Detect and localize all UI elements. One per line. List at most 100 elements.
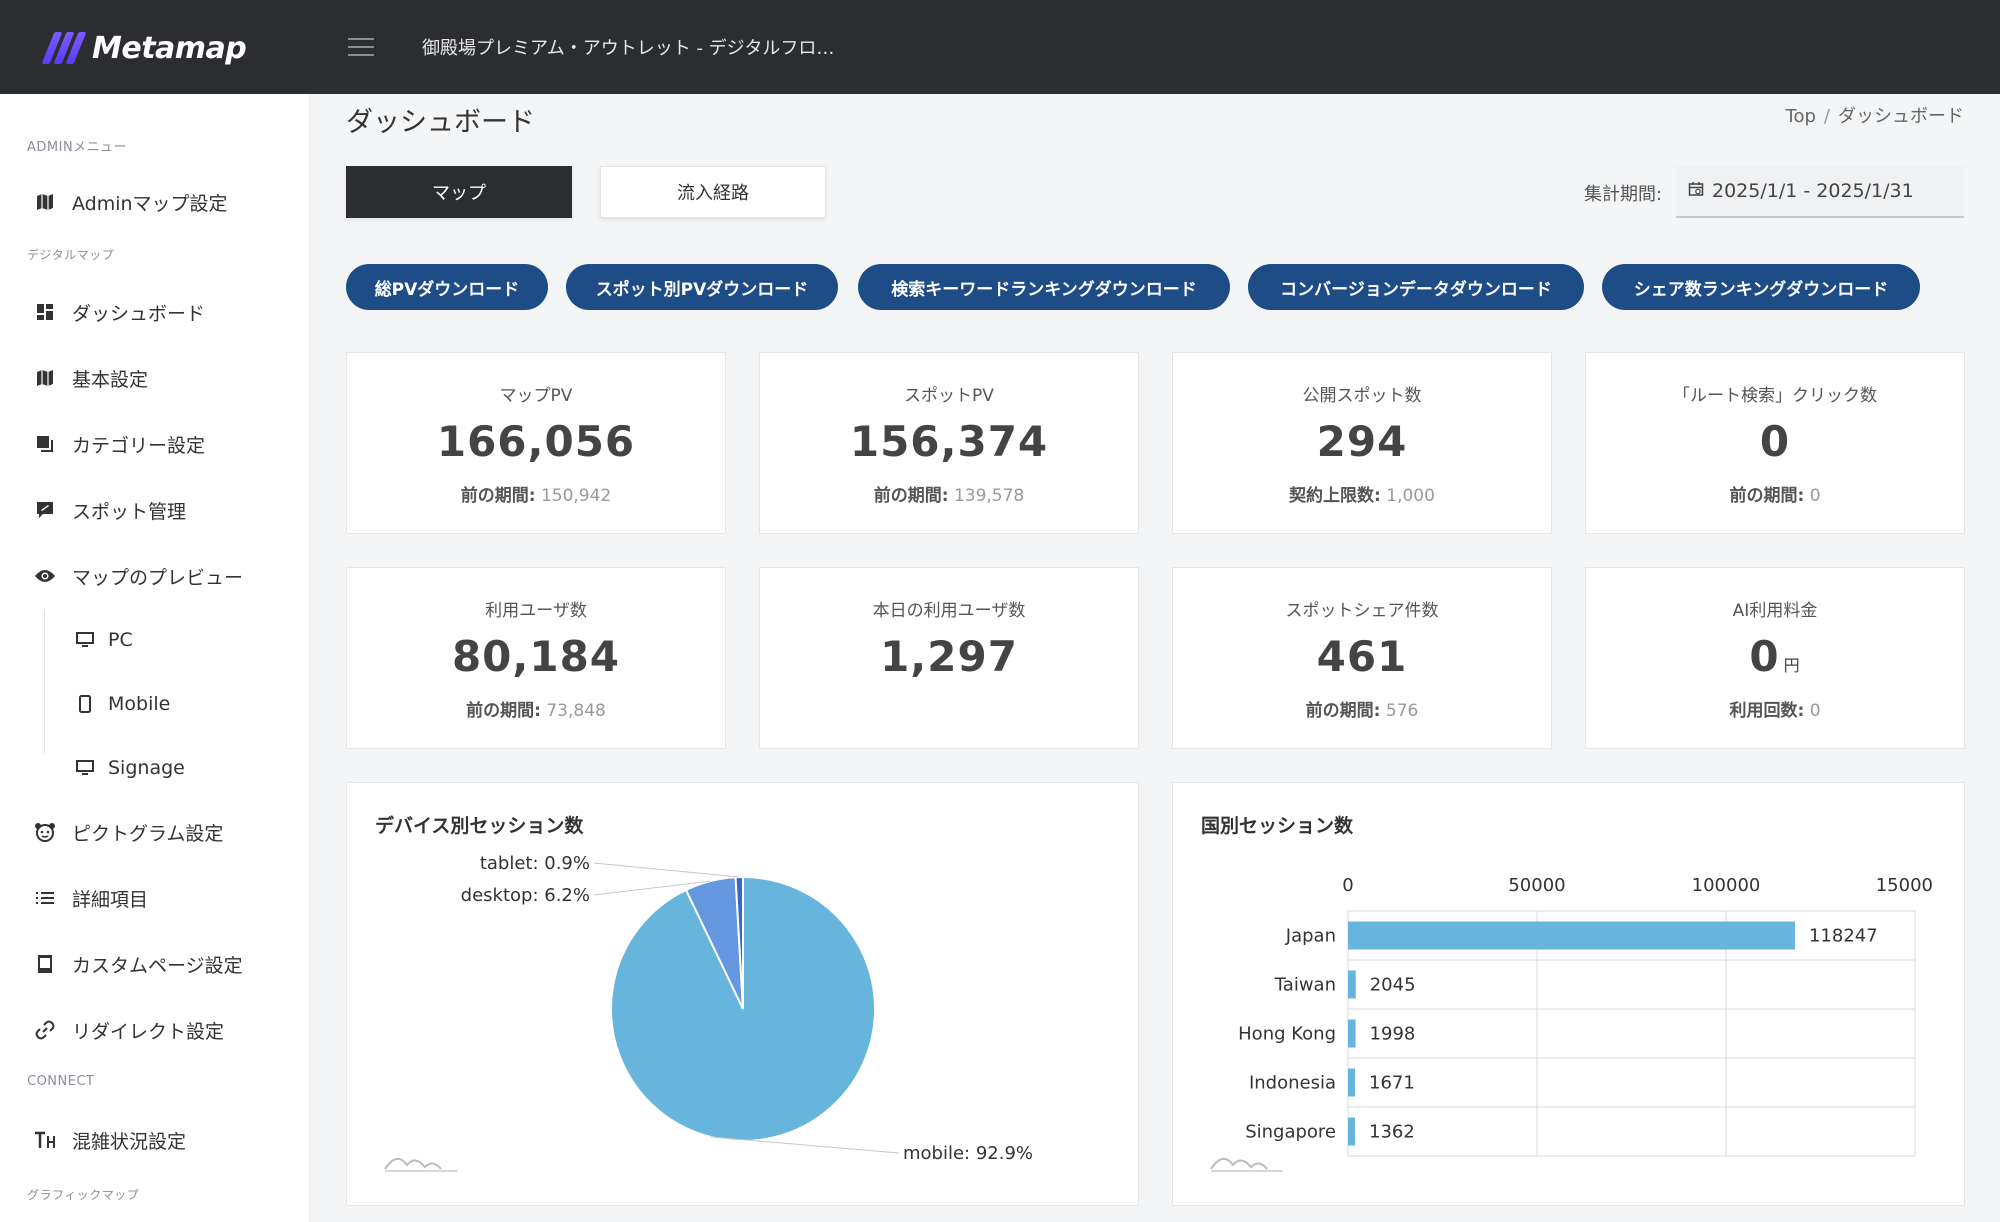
- public-spots-card: 公開スポット数 294 契約上限数: 1,000: [1172, 352, 1552, 534]
- list-icon: [30, 886, 60, 910]
- sidebar-item-basic[interactable]: 基本設定: [30, 358, 148, 398]
- tab-inflow[interactable]: 流入経路: [600, 166, 826, 218]
- sidebar-item-dashboard[interactable]: ダッシュボード: [30, 292, 205, 332]
- card-label: スポットPV: [904, 386, 994, 406]
- category-label: Singapore: [1245, 1122, 1336, 1143]
- tab-map[interactable]: マップ: [346, 166, 572, 218]
- sidebar-item-label: 混雑状況設定: [72, 1130, 187, 1153]
- pie-label-mobile: mobile: 92.9%: [903, 1143, 1033, 1164]
- logo[interactable]: Metamap: [41, 28, 247, 68]
- card-label: 本日の利用ユーザ数: [872, 601, 1026, 621]
- menu-toggle-icon[interactable]: [348, 38, 374, 58]
- top-bar: Metamap 御殿場プレミアム・アウトレット - デジタルフロ…: [0, 0, 2000, 94]
- dashboard-icon: [30, 300, 60, 324]
- period-label: 集計期間:: [1584, 184, 1663, 205]
- keyword-ranking-download-button[interactable]: 検索キーワードランキングダウンロード: [858, 264, 1230, 310]
- category-label: Japan: [1285, 926, 1336, 947]
- pie-label-desktop: desktop: 6.2%: [461, 885, 590, 906]
- sidebar-section-graphic: グラフィックマップ: [27, 1188, 140, 1202]
- breadcrumb-current: ダッシュボード: [1838, 106, 1964, 127]
- bar-value-label: 1362: [1369, 1122, 1415, 1143]
- bar-singapore[interactable]: [1348, 1117, 1355, 1146]
- sidebar-item-category[interactable]: カテゴリー設定: [30, 424, 205, 464]
- conversion-download-button[interactable]: コンバージョンデータダウンロード: [1248, 264, 1584, 310]
- card-sub: 前の期間: 0: [1729, 486, 1821, 506]
- eye-icon: [30, 564, 60, 588]
- logo-text: Metamap: [92, 30, 247, 66]
- sidebar-item-congestion[interactable]: 混雑状況設定: [30, 1120, 186, 1160]
- country-sessions-panel: 国別セッション数 0 50000 100000 15000 Japan 118247 Tai…: [1172, 782, 1965, 1206]
- sidebar-item-redirect[interactable]: リダイレクト設定: [30, 1010, 224, 1050]
- sidebar-item-pc[interactable]: PC: [74, 620, 133, 660]
- breadcrumb-top-link[interactable]: Top: [1785, 106, 1816, 127]
- card-label: 「ルート検索」クリック数: [1673, 386, 1877, 406]
- sidebar: ADMINメニュー Adminマップ設定 デジタルマップ ダッシュボード 基本設…: [0, 94, 310, 1222]
- calendar-icon: [1688, 181, 1704, 201]
- sidebar-item-signage[interactable]: Signage: [74, 748, 185, 788]
- card-value: 156,374: [849, 417, 1049, 466]
- bar-japan[interactable]: [1348, 921, 1795, 950]
- card-value: 80,184: [451, 632, 621, 681]
- card-sub: 前の期間: 73,848: [466, 701, 606, 721]
- submenu-line: [44, 609, 45, 754]
- sidebar-item-custompage[interactable]: カスタムページ設定: [30, 944, 243, 984]
- card-sub: 前の期間: 139,578: [873, 486, 1025, 506]
- card-label: 公開スポット数: [1302, 386, 1422, 406]
- card-value: 1,297: [880, 632, 1018, 681]
- sidebar-section-admin: ADMINメニュー: [27, 140, 128, 155]
- panel-title: デバイス別セッション数: [375, 815, 584, 837]
- mobile-icon: [74, 692, 96, 716]
- total-pv-download-button[interactable]: 総PVダウンロード: [346, 264, 548, 310]
- sidebar-item-label: ダッシュボード: [72, 302, 206, 325]
- bar-hong-kong[interactable]: [1348, 1019, 1356, 1048]
- map-icon: [30, 366, 60, 390]
- x-tick-label: 0: [1342, 875, 1353, 896]
- sidebar-item-mobile[interactable]: Mobile: [74, 684, 170, 724]
- breadcrumb: Top / ダッシュボード: [1786, 102, 1964, 128]
- pie-slice-tablet[interactable]: [734, 875, 744, 1010]
- x-tick-label: 50000: [1508, 875, 1565, 896]
- spot-pv-download-button[interactable]: スポット別PVダウンロード: [566, 264, 838, 310]
- sidebar-item-spot[interactable]: スポット管理: [30, 490, 186, 530]
- pictogram-icon: [30, 820, 60, 844]
- sidebar-item-preview[interactable]: マップのプレビュー: [30, 556, 243, 596]
- spot-shares-card: スポットシェア件数 461 前の期間: 576: [1172, 567, 1552, 749]
- card-value: 166,056: [436, 417, 636, 466]
- route-search-clicks-card: 「ルート検索」クリック数 0 前の期間: 0: [1585, 352, 1965, 534]
- pie-leader-line: [710, 1136, 900, 1154]
- today-users-card: 本日の利用ユーザ数 1,297: [759, 567, 1139, 749]
- sidebar-item-label: 詳細項目: [72, 888, 149, 911]
- sidebar-item-label: スポット管理: [72, 500, 187, 523]
- share-ranking-download-button[interactable]: シェア数ランキングダウンロード: [1602, 264, 1920, 310]
- x-tick-label: 15000: [1876, 875, 1933, 896]
- spot-edit-icon: [30, 498, 60, 522]
- sidebar-item-details[interactable]: 詳細項目: [30, 878, 148, 918]
- pie-leader-line: [593, 862, 740, 878]
- panel-title: 国別セッション数: [1201, 815, 1354, 837]
- pie-leader-line: [593, 880, 711, 896]
- card-sub: 契約上限数: 1,000: [1289, 486, 1435, 506]
- bar-indonesia[interactable]: [1348, 1068, 1355, 1097]
- sidebar-item-admin-map[interactable]: Adminマップ設定: [30, 182, 228, 222]
- card-sub: 利用回数: 0: [1729, 701, 1821, 721]
- period-value: 2025/1/1 - 2025/1/31: [1712, 180, 1914, 202]
- map-icon: [30, 190, 60, 214]
- bar-value-label: 1671: [1369, 1073, 1415, 1094]
- yen-unit: 円: [1783, 656, 1801, 675]
- card-label: 利用ユーザ数: [485, 601, 587, 621]
- sidebar-item-pictogram[interactable]: ピクトグラム設定: [30, 812, 223, 852]
- category-label: Taiwan: [1274, 975, 1336, 996]
- card-value: 0: [1759, 417, 1791, 466]
- bar-value-label: 1998: [1370, 1024, 1416, 1045]
- page-icon: [30, 952, 60, 976]
- chart-logo-icon: [1210, 1158, 1283, 1172]
- monitor-icon: [74, 628, 96, 652]
- period-date-range-input[interactable]: 2025/1/1 - 2025/1/31: [1676, 166, 1964, 218]
- link-icon: [30, 1018, 60, 1042]
- device-pie-chart: mobile: 92.9% desktop: 6.2% tablet: 0.9%: [461, 853, 1033, 1164]
- category-label: Hong Kong: [1238, 1024, 1336, 1045]
- sidebar-item-label: カスタムページ設定: [72, 954, 243, 977]
- bar-taiwan[interactable]: [1348, 970, 1356, 999]
- card-value: 294: [1316, 417, 1408, 466]
